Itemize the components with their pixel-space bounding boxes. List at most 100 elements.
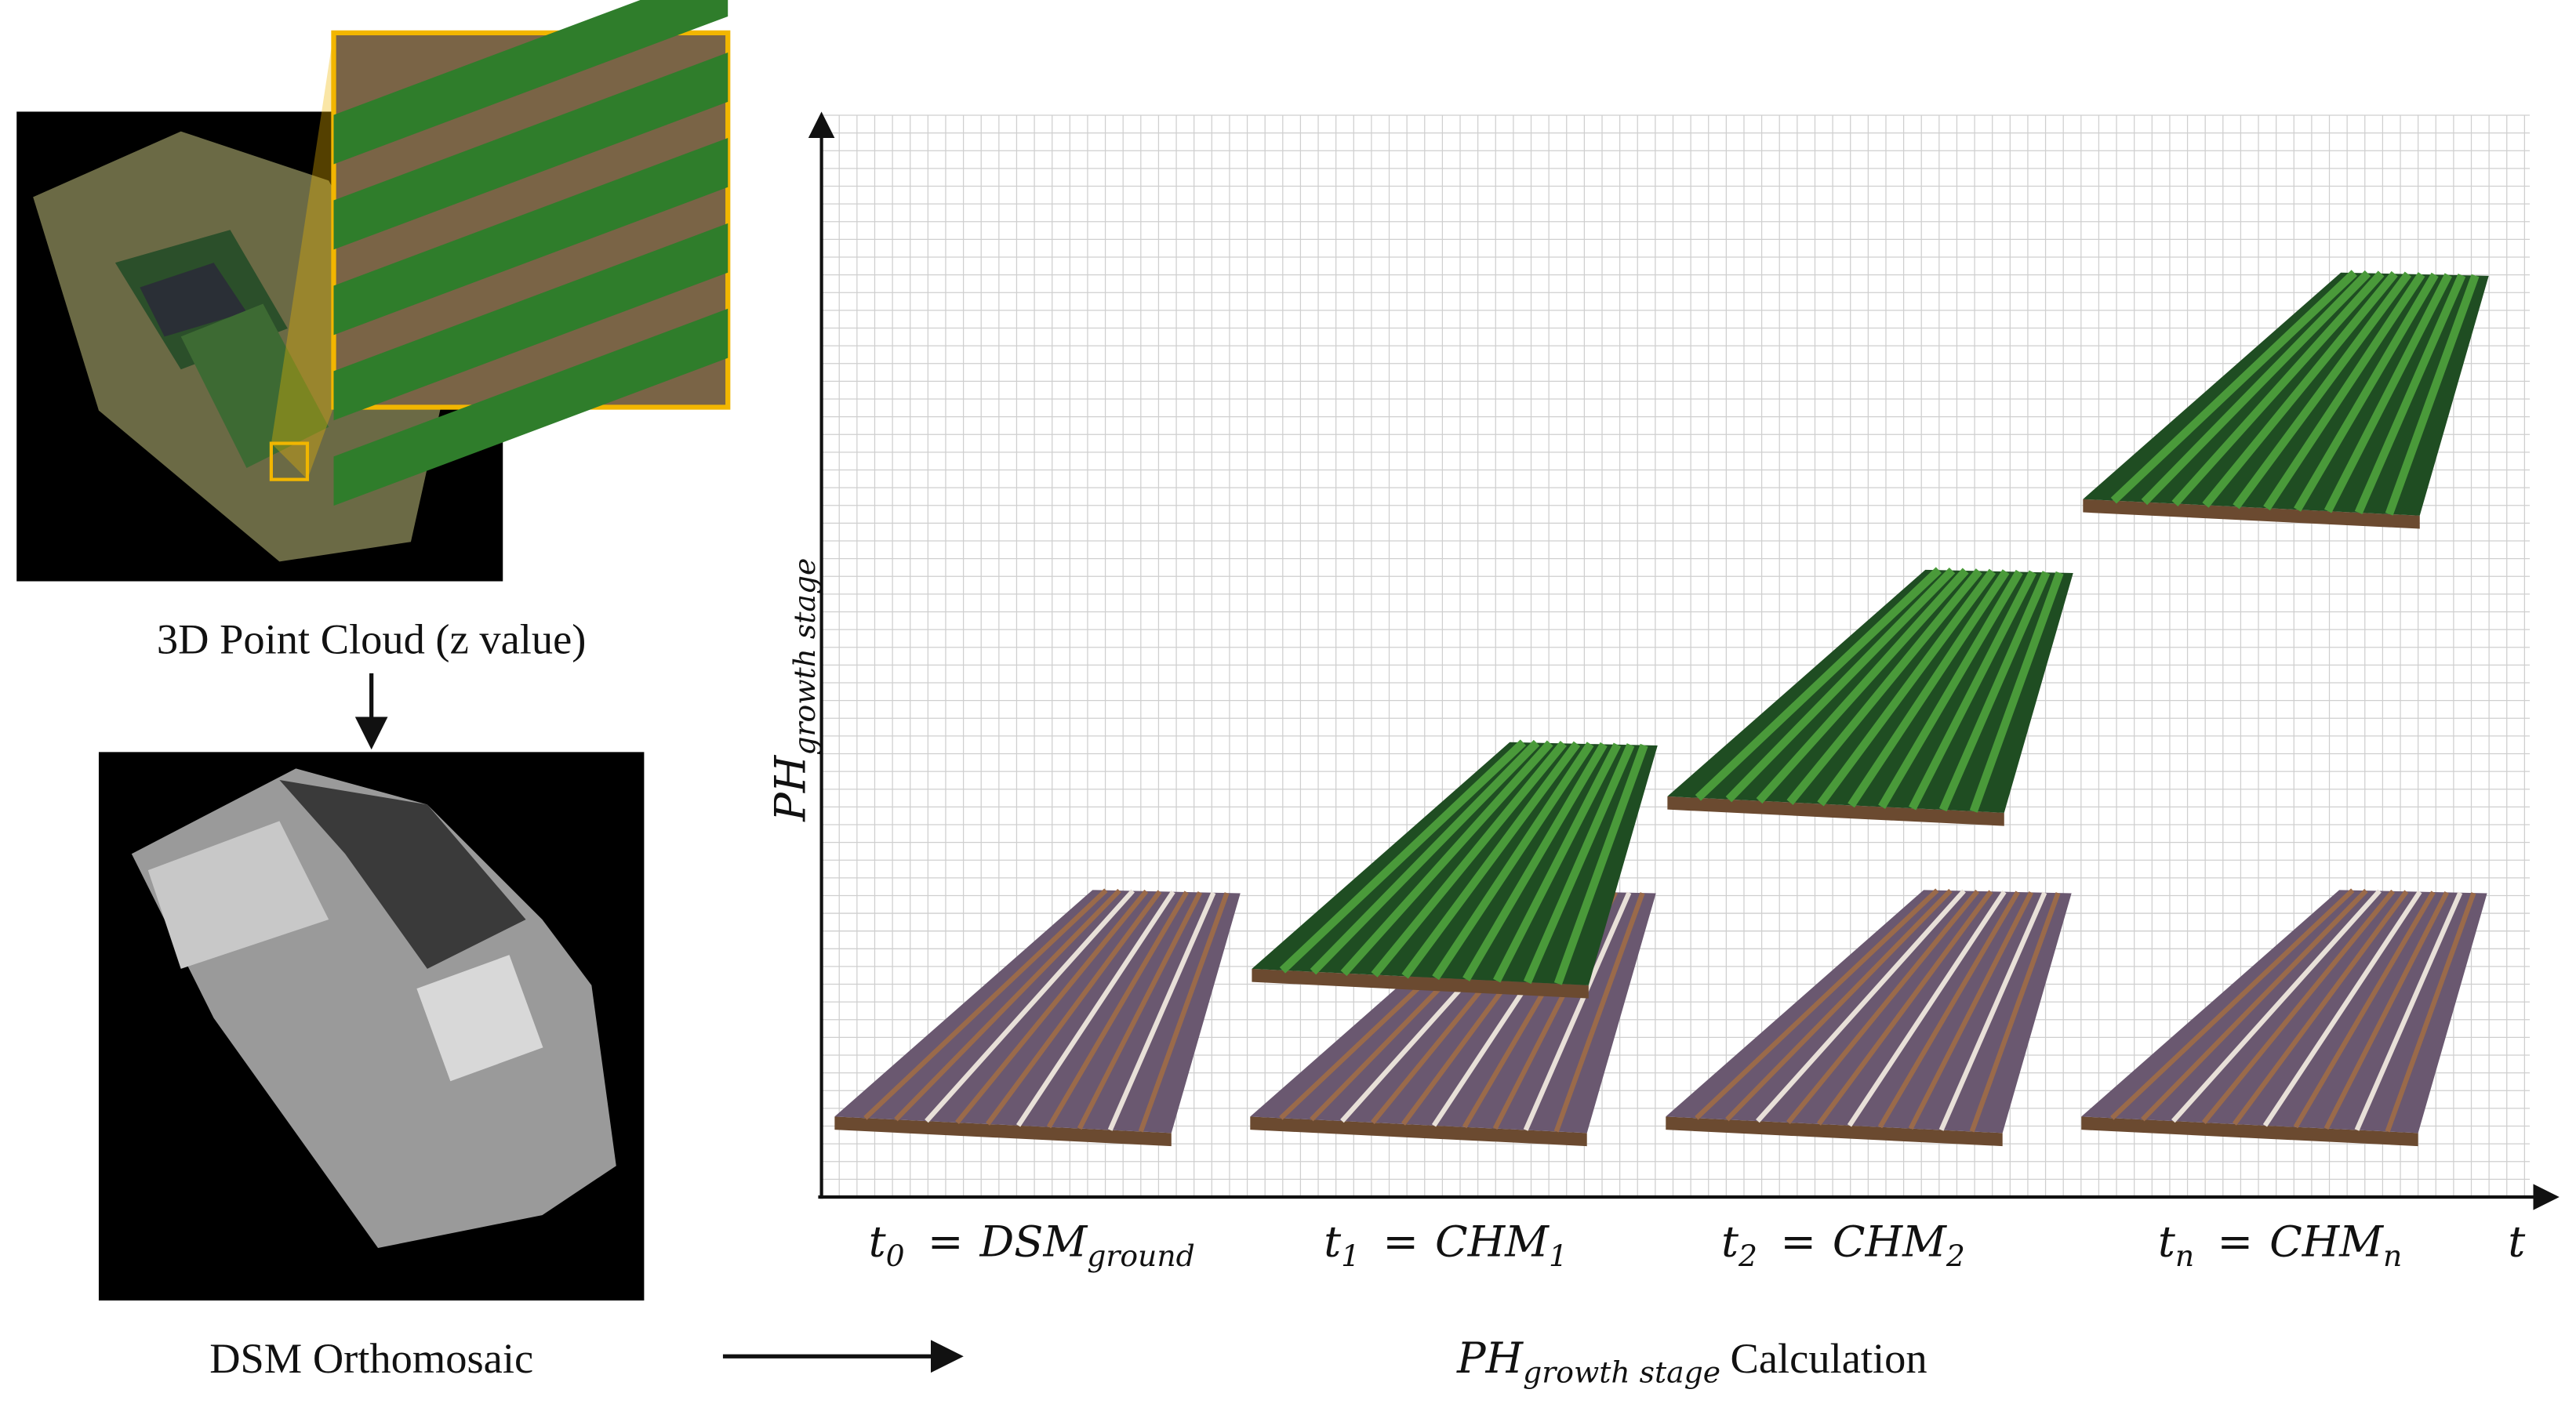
field-surface: [834, 890, 1241, 1134]
field-row: [2171, 889, 2382, 1123]
field-row: [1371, 741, 1567, 978]
dsm-panel: [98, 752, 645, 1300]
stage-model: DSM: [979, 1216, 1088, 1266]
field: [2083, 270, 2489, 529]
caption: DSM Orthomosaic: [209, 1334, 533, 1382]
field-row: [1848, 569, 2010, 808]
stage-model: CHM: [1833, 1216, 1947, 1266]
stage-model: CHM: [2269, 1216, 2384, 1266]
label-base: PH: [1456, 1333, 1524, 1383]
field-side: [1250, 1116, 1587, 1147]
caption: 3D Point Cloud (z value): [157, 615, 586, 663]
field-row: [1847, 890, 2007, 1127]
field-row: [1816, 890, 1993, 1126]
field-row: [1786, 889, 1980, 1124]
field-side: [1667, 796, 2004, 826]
field-row: [1107, 891, 1216, 1131]
field-row: [2262, 890, 2422, 1127]
field-row: [2263, 272, 2425, 511]
field-row: [894, 888, 1121, 1122]
field-row: [1553, 743, 1648, 985]
field-side: [2083, 499, 2420, 529]
field-row: [2323, 273, 2452, 513]
field-row: [1756, 568, 1969, 804]
field: [2081, 888, 2487, 1147]
field-surface: [1666, 890, 2072, 1134]
x-axis-end: t: [2508, 1216, 2525, 1266]
stage-time-sub: 0: [886, 1239, 905, 1273]
field-row: [2201, 889, 2396, 1124]
stage-equals: =: [1780, 1216, 1816, 1266]
field-side: [1252, 968, 1589, 999]
stage-model-sub: 2: [1946, 1239, 1965, 1273]
field-row: [1077, 891, 1203, 1130]
field-row: [1938, 891, 2047, 1131]
field-row: [2323, 891, 2450, 1130]
field-row: [1493, 742, 1622, 983]
field-row: [2354, 891, 2463, 1131]
stage-model-sub: ground: [1087, 1239, 1195, 1273]
field-row: [1969, 892, 2061, 1133]
field: [1252, 739, 1658, 999]
label-base: PH: [765, 754, 816, 822]
field-row: [2294, 272, 2439, 512]
field-row: [2202, 270, 2398, 508]
field-row: [1310, 739, 1540, 975]
stage-model-sub: 1: [1549, 1239, 1568, 1273]
field-row: [863, 888, 1108, 1120]
field-surface: [2081, 890, 2487, 1134]
field-side: [1666, 1116, 2003, 1147]
field-row: [1756, 889, 1966, 1123]
field-row: [1340, 740, 1553, 977]
crop-row: [333, 53, 728, 250]
field-row: [2232, 890, 2409, 1126]
field-row: [1969, 571, 2064, 813]
point-cloud-panel: [16, 0, 731, 582]
field-row: [1046, 891, 1189, 1129]
stage-time-sub: n: [2175, 1239, 2194, 1273]
stage-equals: =: [928, 1216, 964, 1266]
field-side: [834, 1116, 1172, 1147]
field-row: [2110, 270, 2357, 504]
stage-model: CHM: [1435, 1216, 1550, 1266]
field-row: [1817, 568, 1996, 807]
field-row: [955, 889, 1149, 1124]
stage-label: t0 = DSMground: [869, 1216, 1195, 1273]
stage-labels: t0 = DSMground t1 = CHM1 t2 = CHM2 tn = CHMn: [869, 1216, 2403, 1273]
field-row: [1695, 567, 1942, 801]
field-row: [1725, 888, 1953, 1122]
stage-label: t2 = CHM2: [1721, 1216, 1965, 1273]
field-row: [2110, 888, 2355, 1120]
stage-time: t: [2158, 1216, 2175, 1266]
field-row: [2293, 891, 2436, 1129]
fields: [834, 270, 2489, 1147]
field-row: [1908, 891, 2034, 1130]
calculation-label: PHgrowth stage Calculation: [1456, 1333, 1927, 1390]
field: [1666, 888, 2072, 1147]
field-row: [1432, 742, 1594, 981]
label-sub: growth stage: [1523, 1355, 1720, 1390]
field-row: [1938, 571, 2051, 812]
stage-equals: =: [1382, 1216, 1419, 1266]
y-axis-label: PHgrowth stage: [765, 558, 823, 822]
field-row: [1553, 892, 1645, 1133]
crop-row: [333, 223, 728, 421]
field-row: [1878, 569, 2023, 809]
field-row: [925, 889, 1135, 1123]
field: [834, 888, 1241, 1147]
field-row: [2141, 270, 2371, 506]
stage-time-sub: 2: [1738, 1239, 1757, 1273]
crop-row: [333, 0, 728, 165]
field-row: [2233, 271, 2412, 510]
stage-time: t: [1721, 1216, 1739, 1266]
field-row: [1725, 567, 1956, 803]
stage-model-sub: n: [2383, 1239, 2402, 1273]
field-row: [1462, 742, 1608, 981]
field-row: [2141, 888, 2368, 1122]
crop-row: [333, 308, 728, 506]
stage-time: t: [1324, 1216, 1341, 1266]
field-row: [1523, 743, 1635, 985]
label-text: Calculation: [1731, 1334, 1927, 1382]
stage-time-sub: 1: [1341, 1239, 1360, 1273]
field-row: [2385, 892, 2476, 1133]
